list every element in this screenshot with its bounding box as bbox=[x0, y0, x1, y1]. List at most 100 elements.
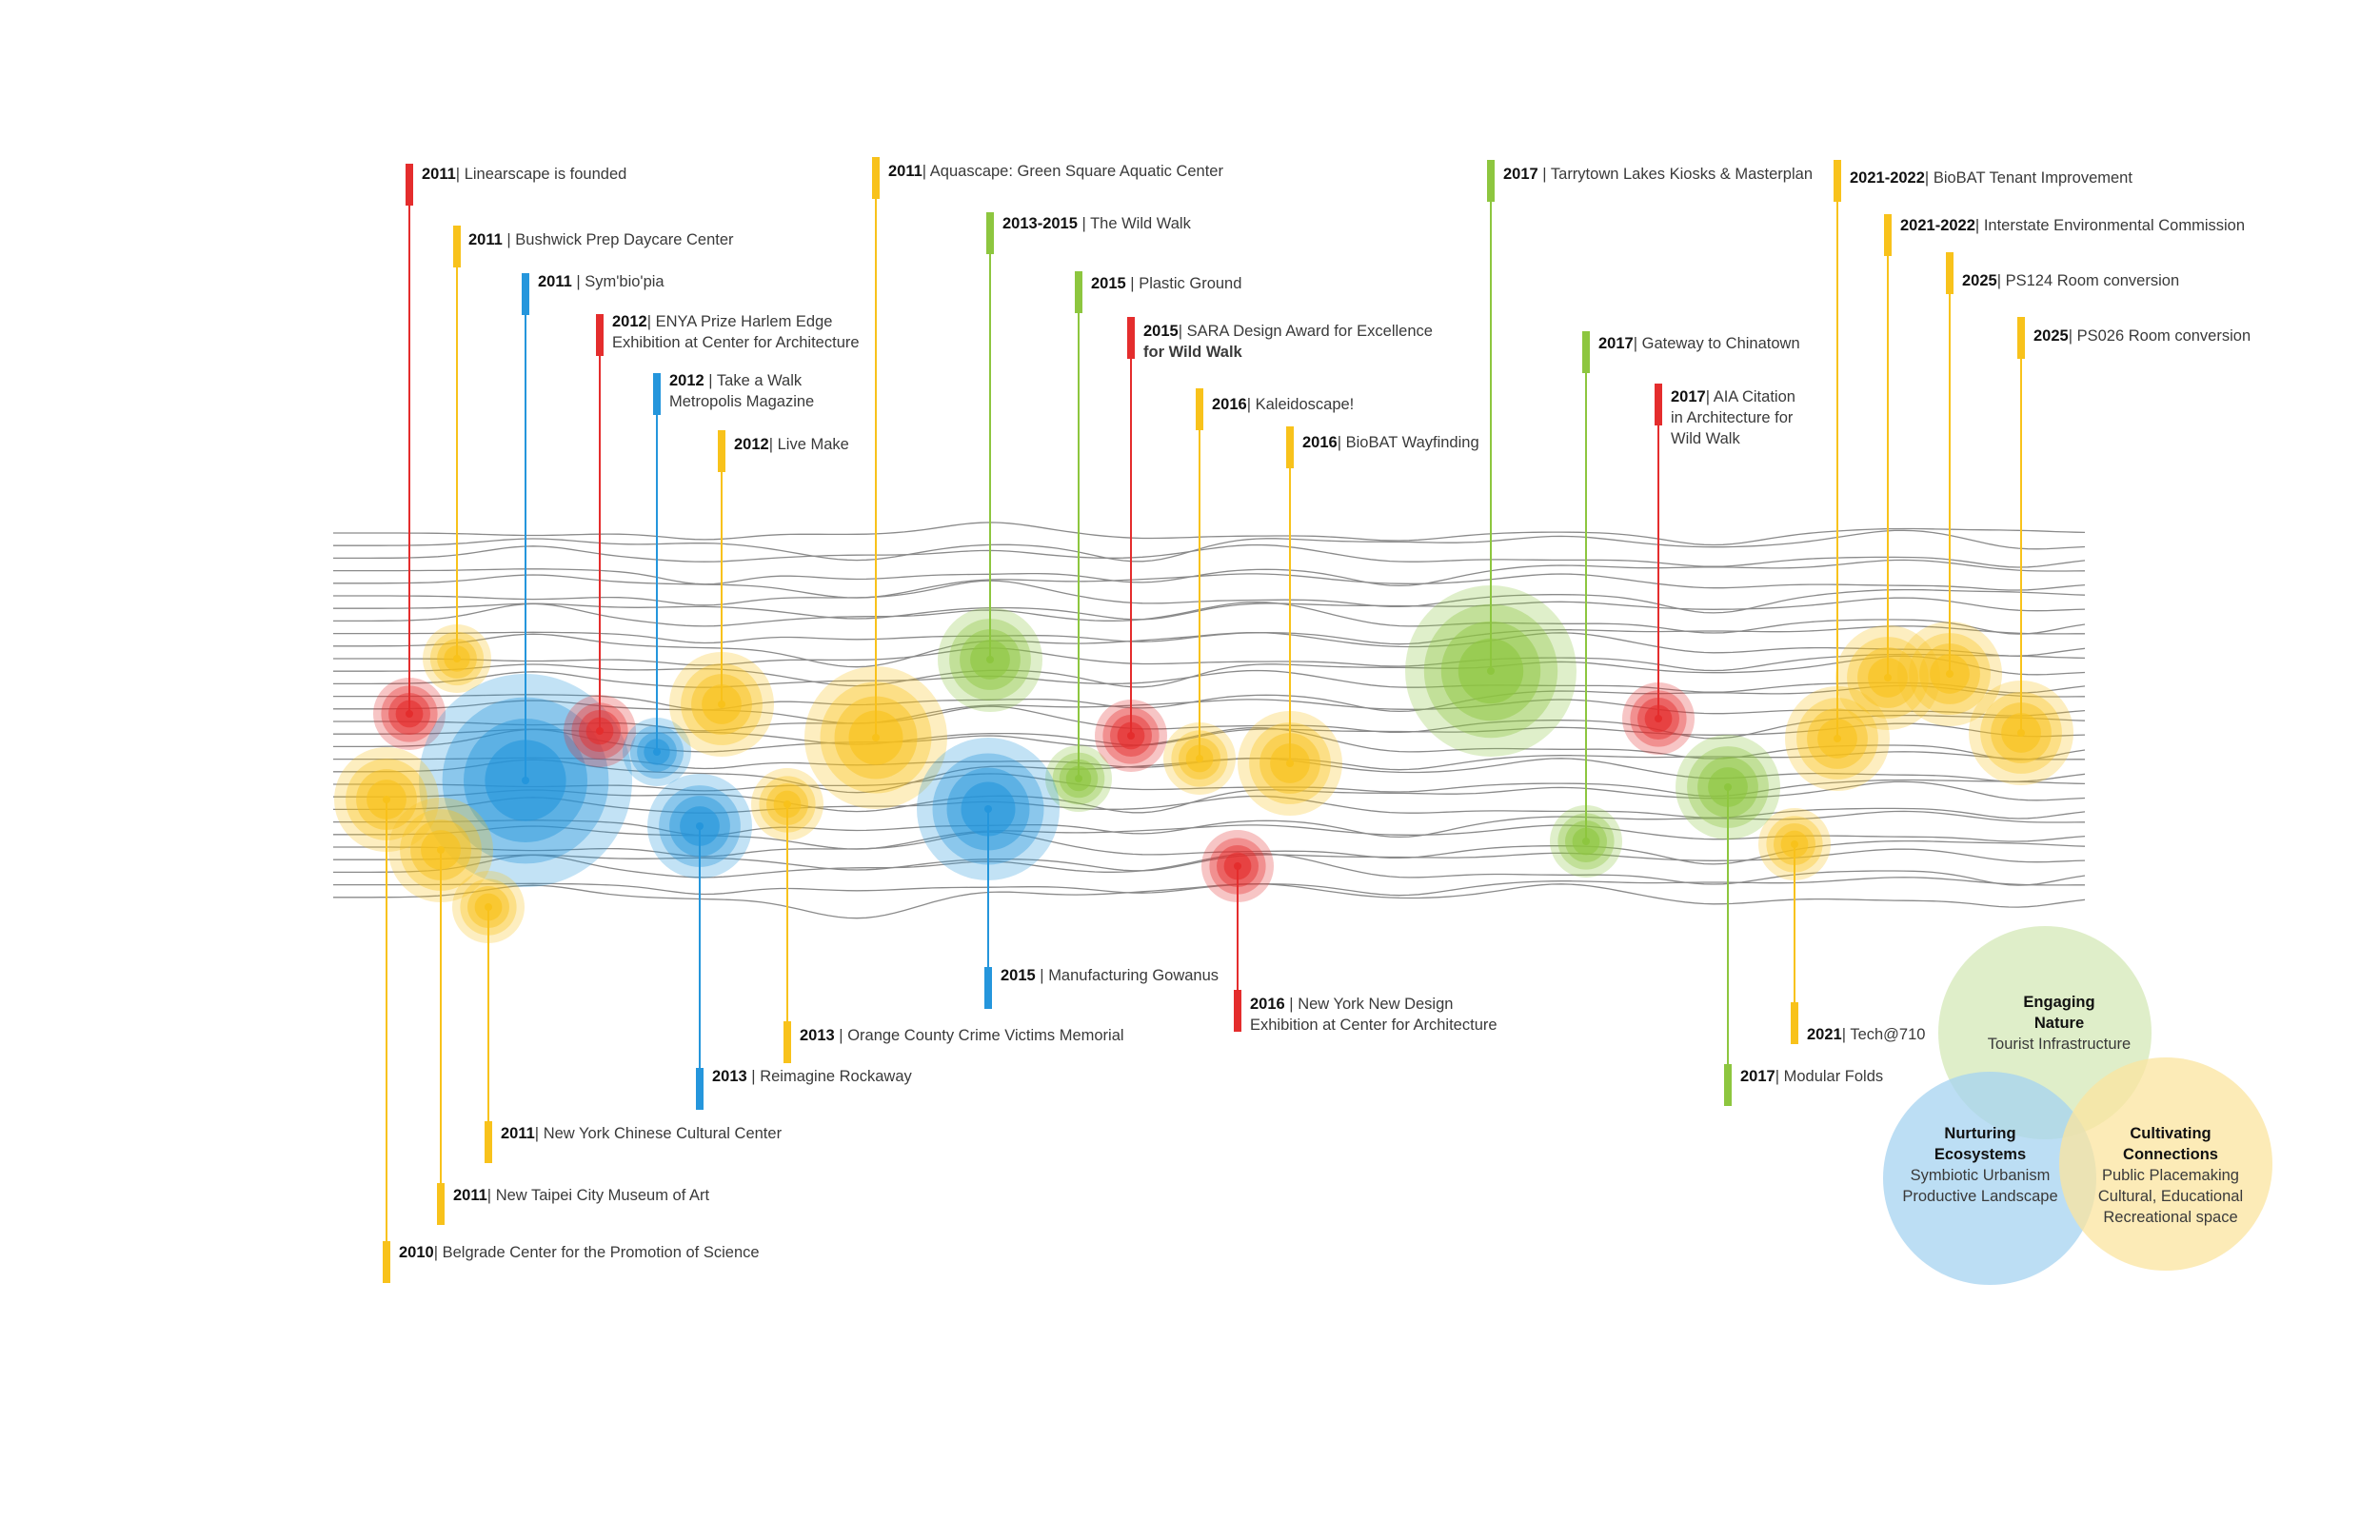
stream-line bbox=[333, 699, 2086, 724]
event-separator: | bbox=[1537, 166, 1547, 183]
stream-line bbox=[333, 559, 2086, 587]
event-separator: | bbox=[433, 1244, 439, 1261]
marker-taipei bbox=[437, 1183, 445, 1225]
bubble-taipei bbox=[388, 798, 493, 902]
stream-line bbox=[333, 669, 2086, 694]
venn-title-connections: Cultivating Connections bbox=[2123, 1125, 2218, 1163]
bubble-linearscape bbox=[373, 678, 446, 750]
stream-line bbox=[333, 684, 2086, 713]
event-title: Plastic Ground bbox=[1139, 275, 1242, 292]
event-separator: | bbox=[1246, 396, 1252, 413]
event-year: 2016 bbox=[1212, 396, 1247, 413]
event-year: 2017 bbox=[1671, 388, 1706, 405]
stream-line bbox=[333, 852, 2086, 886]
event-label-rockaway: 2013 | Reimagine Rockaway bbox=[712, 1066, 912, 1087]
bubble-center-dot bbox=[718, 701, 725, 708]
event-year: 2012 bbox=[612, 313, 647, 330]
event-title: Aquascape: Green Square Aquatic Center bbox=[929, 163, 1223, 180]
bubble-center-dot bbox=[437, 846, 445, 854]
event-title-continued: Exhibition at Center for Architecture bbox=[1250, 1017, 1497, 1034]
event-title-continued: in Architecture for bbox=[1671, 409, 1794, 426]
bubble-wildwalk bbox=[938, 607, 1042, 712]
event-label-ps026: 2025| PS026 Room conversion bbox=[2033, 326, 2251, 346]
event-year: 2015 bbox=[1001, 967, 1036, 984]
event-title: Take a Walk bbox=[716, 372, 803, 389]
bubble-center-dot bbox=[453, 655, 461, 662]
event-year: 2013-2015 bbox=[1002, 215, 1078, 232]
event-label-chinesecultural: 2011| New York Chinese Cultural Center bbox=[501, 1123, 782, 1144]
event-separator: | bbox=[746, 1068, 756, 1085]
event-title: PS124 Room conversion bbox=[2005, 272, 2180, 289]
bubble-enya bbox=[564, 695, 636, 767]
bubble-chinesecultural bbox=[452, 871, 525, 943]
venn-label-connections: Cultivating Connections Public Placemaki… bbox=[2098, 1123, 2243, 1228]
marker-orangecounty bbox=[783, 1021, 791, 1063]
event-year: 2010 bbox=[399, 1244, 434, 1261]
event-title: PS026 Room conversion bbox=[2076, 327, 2251, 345]
bubble-biobattenant bbox=[1785, 686, 1890, 791]
event-title: Tech@710 bbox=[1850, 1026, 1926, 1043]
event-title-continued: Metropolis Magazine bbox=[669, 393, 815, 410]
event-year: 2012 bbox=[734, 436, 769, 453]
marker-livemake bbox=[718, 430, 725, 472]
stream-line bbox=[333, 631, 2086, 668]
bubble-center-dot bbox=[522, 777, 529, 784]
stream-line bbox=[333, 773, 2086, 798]
event-separator: | bbox=[922, 163, 927, 180]
bubble-kaleidoscape bbox=[1163, 722, 1236, 795]
event-year: 2016 bbox=[1250, 996, 1285, 1013]
event-label-ps124: 2025| PS124 Room conversion bbox=[1962, 270, 2179, 291]
event-label-plasticground: 2015 | Plastic Ground bbox=[1091, 273, 1241, 294]
venn-diagram bbox=[1883, 926, 2272, 1285]
bubble-center-dot bbox=[1196, 755, 1203, 762]
bubble-aquascape bbox=[804, 666, 947, 809]
event-year: 2013 bbox=[800, 1027, 835, 1044]
event-separator: | bbox=[571, 273, 581, 290]
stream-line bbox=[333, 795, 2086, 819]
event-separator: | bbox=[534, 1125, 540, 1142]
event-title: SARA Design Award for Excellence bbox=[1186, 323, 1433, 340]
venn-sub-nature: Tourist Infrastructure bbox=[1987, 1036, 2132, 1053]
event-label-biobattenant: 2021-2022| BioBAT Tenant Improvement bbox=[1850, 168, 2132, 188]
event-label-linearscape: 2011| Linearscape is founded bbox=[422, 164, 626, 185]
event-separator: | bbox=[455, 166, 461, 183]
event-separator: | bbox=[486, 1187, 492, 1204]
event-separator: | bbox=[1125, 275, 1135, 292]
event-label-kaleidoscape: 2016| Kaleidoscape! bbox=[1212, 394, 1354, 415]
marker-linearscape bbox=[406, 164, 413, 206]
venn-circle-connections bbox=[2059, 1057, 2272, 1271]
event-title-continued: for Wild Walk bbox=[1143, 344, 1242, 361]
bubble-sara bbox=[1095, 700, 1167, 772]
venn-label-nature: Engaging Nature Tourist Infrastructure bbox=[1988, 992, 2131, 1055]
venn-sub-connections: Public Placemaking Cultural, Educational… bbox=[2097, 1167, 2244, 1226]
marker-enya bbox=[596, 314, 604, 356]
stream-line bbox=[333, 647, 2086, 672]
bubble-belgrade bbox=[334, 747, 439, 852]
bubble-center-dot bbox=[485, 903, 492, 911]
event-year: 2017 bbox=[1503, 166, 1538, 183]
bubble-center-dot bbox=[984, 805, 992, 813]
marker-ps026 bbox=[2017, 317, 2025, 359]
stream-line bbox=[333, 722, 2086, 746]
stream-line bbox=[333, 705, 2086, 740]
bubble-center-dot bbox=[406, 710, 413, 718]
venn-title-nature: Engaging Nature bbox=[2023, 994, 2095, 1032]
event-separator: | bbox=[1633, 335, 1638, 352]
stream-line bbox=[333, 601, 2086, 635]
marker-modularfolds bbox=[1724, 1064, 1732, 1106]
event-label-aquascape: 2011| Aquascape: Green Square Aquatic Ce… bbox=[888, 161, 1223, 182]
event-label-chinatown: 2017| Gateway to Chinatown bbox=[1598, 333, 1800, 354]
event-separator: | bbox=[1924, 169, 1930, 187]
stream-line bbox=[333, 848, 2086, 872]
event-label-livemake: 2012| Live Make bbox=[734, 434, 849, 455]
bubble-takewalk bbox=[623, 718, 691, 786]
event-separator: | bbox=[1284, 996, 1294, 1013]
event-separator: | bbox=[646, 313, 652, 330]
event-title: ENYA Prize Harlem Edge bbox=[655, 313, 833, 330]
event-title: Belgrade Center for the Promotion of Sci… bbox=[442, 1244, 760, 1261]
bubble-plasticground bbox=[1045, 745, 1112, 812]
marker-ps124 bbox=[1946, 252, 1954, 294]
marker-chinatown bbox=[1582, 331, 1590, 373]
marker-bushwick bbox=[453, 226, 461, 267]
event-title: The Wild Walk bbox=[1090, 215, 1191, 232]
